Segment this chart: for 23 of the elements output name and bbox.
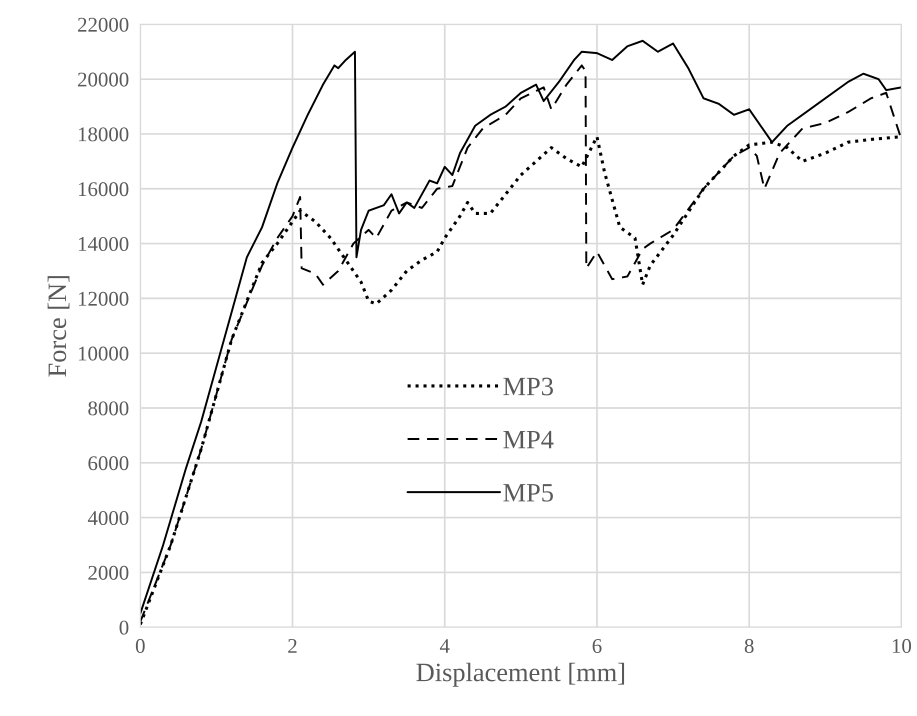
- x-tick-label: 0: [136, 638, 145, 653]
- legend-label: MP3: [503, 378, 553, 396]
- legend-label: MP5: [503, 484, 553, 502]
- y-tick-label: 10000: [78, 346, 128, 361]
- y-tick-label: 6000: [88, 456, 128, 470]
- y-tick-label: 12000: [78, 292, 128, 306]
- y-tick-label: 14000: [78, 236, 128, 252]
- y-tick-label: 20000: [78, 72, 128, 87]
- x-tick-label: 4: [440, 639, 450, 653]
- x-axis-title: Displacement [mm]: [416, 662, 624, 687]
- y-tick-label: 2000: [88, 566, 128, 580]
- x-tick-label: 2: [288, 638, 297, 653]
- y-tick-label: 4000: [88, 510, 128, 526]
- y-tick-label: 22000: [78, 18, 128, 32]
- y-tick-label: 8000: [88, 401, 128, 416]
- x-tick-label: 10: [892, 638, 912, 653]
- x-tick-label: 6: [592, 638, 602, 653]
- y-axis-title: Force [N]: [48, 276, 70, 377]
- legend-label: MP4: [503, 430, 554, 448]
- y-tick-label: 0: [120, 620, 128, 635]
- y-tick-label: 18000: [78, 127, 128, 142]
- y-tick-label: 16000: [78, 182, 128, 196]
- x-tick-label: 8: [744, 638, 754, 653]
